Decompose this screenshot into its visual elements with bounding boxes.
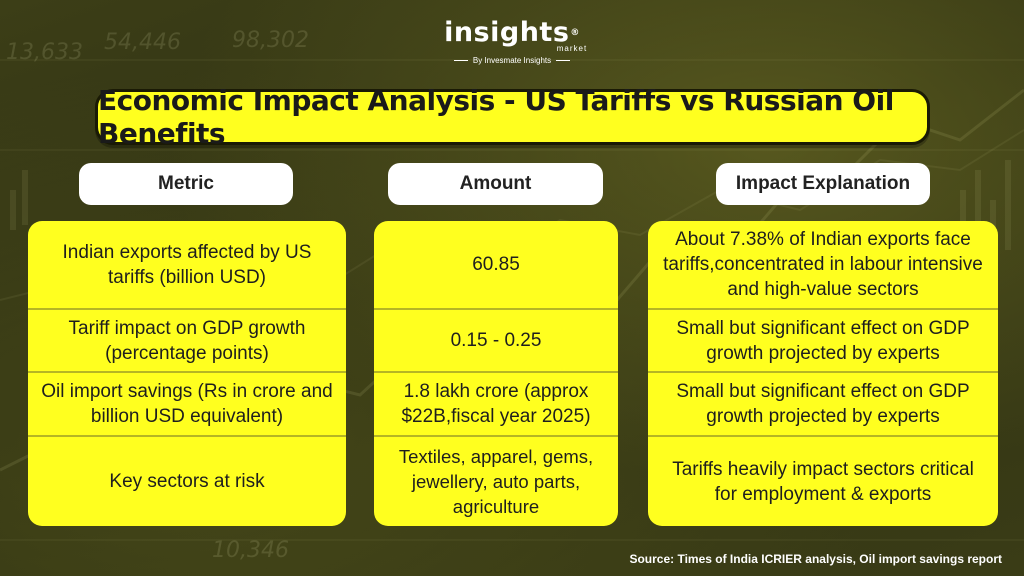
column-header-impact: Impact Explanation <box>716 163 930 205</box>
impact-cell: About 7.38% of Indian exports face tarif… <box>648 221 998 310</box>
page-title: Economic Impact Analysis - US Tariffs vs… <box>95 84 930 150</box>
impact-column: About 7.38% of Indian exports face tarif… <box>648 221 998 526</box>
column-header-amount: Amount <box>388 163 603 205</box>
impact-cell: Tariffs heavily impact sectors critical … <box>672 458 974 505</box>
amount-cell: Textiles, apparel, gems, jewellery, auto… <box>398 446 594 517</box>
amount-cell: 0.15 - 0.25 <box>374 310 618 373</box>
amount-cell: 1.8 lakh crore (approx $22B,fiscal year … <box>374 373 618 437</box>
background-number: 98,302 <box>232 28 309 53</box>
brand-name: insights® <box>444 17 580 48</box>
column-header-metric: Metric <box>79 163 293 205</box>
brand-subtitle: market <box>556 44 588 53</box>
metric-cell: Indian exports affected by US tariffs (b… <box>28 221 346 310</box>
metric-cell: Tariff impact on GDP growth (percentage … <box>28 310 346 373</box>
metric-cell: Oil import savings (Rs in crore and bill… <box>28 373 346 437</box>
impact-cell: Small but significant effect on GDP grow… <box>648 373 998 437</box>
amount-column: 60.85 0.15 - 0.25 1.8 lakh crore (approx… <box>374 221 618 526</box>
brand-byline: By Invesmate Insights <box>0 56 1024 65</box>
background-number: 10,346 <box>212 538 289 563</box>
metric-cell: Key sectors at risk <box>109 471 265 492</box>
amount-cell: 60.85 <box>374 221 618 310</box>
metric-column: Indian exports affected by US tariffs (b… <box>28 221 346 526</box>
source-note: Source: Times of India ICRIER analysis, … <box>629 552 1002 566</box>
registered-mark: ® <box>570 28 580 38</box>
impact-cell: Small but significant effect on GDP grow… <box>648 310 998 373</box>
brand-logo: insights® market By Invesmate Insights <box>0 17 1024 66</box>
background-number: 54,446 <box>104 30 181 55</box>
